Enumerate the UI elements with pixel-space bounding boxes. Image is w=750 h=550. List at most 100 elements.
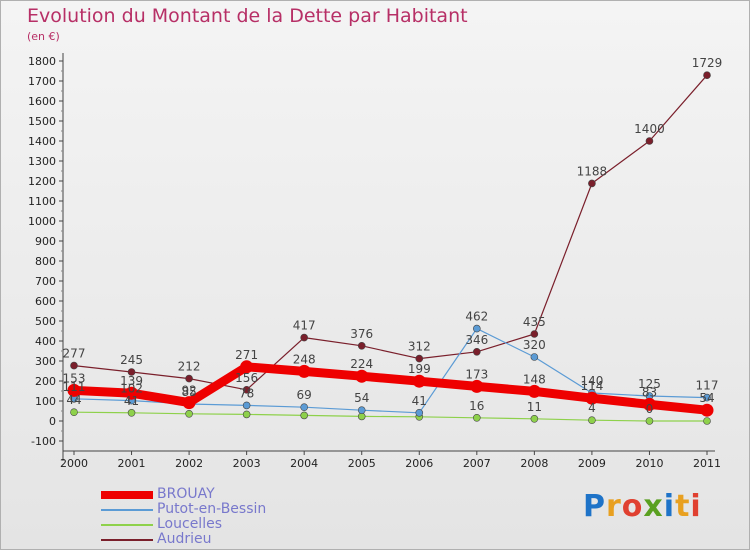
point-audrieu (70, 361, 78, 370)
point-brouay (125, 386, 139, 400)
x-tick-label: 2011 (693, 457, 721, 470)
data-label-brouay: 92 (181, 384, 196, 398)
data-label-audrieu: 376 (350, 327, 373, 341)
data-label-audrieu: 156 (235, 371, 258, 385)
y-tick-label: 100 (35, 395, 56, 408)
data-label-putot-en-bessin: 78 (239, 386, 254, 400)
point-audrieu (645, 137, 654, 145)
data-label-audrieu: 435 (523, 315, 546, 329)
data-label-audrieu: 312 (408, 340, 431, 354)
point-brouay (355, 369, 369, 383)
point-loucelles (645, 417, 654, 425)
point-audrieu (300, 333, 308, 342)
proxiti-logo-letter: i (690, 489, 702, 524)
point-loucelles (70, 408, 78, 417)
data-label-brouay: 139 (120, 374, 143, 388)
point-brouay (585, 391, 599, 405)
x-tick-label: 2006 (405, 457, 433, 470)
proxiti-logo-letter: t (675, 489, 691, 524)
data-label-putot-en-bessin: 117 (696, 379, 719, 393)
series-line-brouay (69, 362, 712, 415)
y-tick-label: 1600 (28, 95, 56, 108)
y-tick-label: 1300 (28, 155, 56, 168)
x-tick-label: 2000 (60, 457, 88, 470)
data-label-putot-en-bessin: 85 (181, 385, 196, 399)
y-tick-label: 1400 (28, 135, 56, 148)
point-audrieu (473, 347, 481, 356)
legend-swatch-loucelles (101, 524, 153, 526)
point-putot-en-bessin (703, 393, 711, 402)
point-brouay (700, 403, 714, 417)
point-putot-en-bessin (530, 353, 539, 361)
point-loucelles (473, 413, 481, 422)
data-label-putot-en-bessin: 111 (63, 380, 86, 394)
point-audrieu (127, 368, 136, 376)
x-tick-label: 2004 (290, 457, 318, 470)
data-label-brouay: 114 (580, 379, 603, 393)
data-label-loucelles: 11 (527, 400, 542, 414)
point-audrieu (357, 341, 366, 350)
y-tick-label: 1100 (28, 195, 56, 208)
data-label-putot-en-bessin: 462 (465, 310, 488, 324)
y-tick-label: 300 (35, 355, 56, 368)
data-label-brouay: 248 (293, 352, 316, 366)
data-label-loucelles: 44 (66, 393, 81, 407)
data-label-brouay: 199 (408, 362, 431, 376)
data-label-brouay: 148 (523, 372, 546, 386)
x-tick-label: 2005 (348, 457, 376, 470)
data-label-brouay: 224 (350, 357, 373, 371)
proxiti-logo-letter: o (621, 489, 644, 524)
x-tick-label: 2008 (520, 457, 548, 470)
data-label-audrieu: 277 (63, 347, 86, 361)
data-label-audrieu: 1729 (692, 56, 723, 70)
point-loucelles (185, 409, 193, 418)
legend-label-audrieu: Audrieu (157, 531, 212, 547)
data-label-brouay: 83 (642, 385, 657, 399)
point-brouay (527, 384, 541, 398)
x-tick-label: 2003 (233, 457, 261, 470)
proxiti-logo-letter: r (606, 489, 622, 524)
data-label-loucelles: 0 (646, 402, 654, 416)
y-tick-label: 1800 (28, 55, 56, 68)
point-putot-en-bessin (415, 408, 424, 417)
point-loucelles (300, 411, 308, 420)
y-tick-label: 0 (49, 415, 56, 428)
data-label-brouay: 271 (235, 348, 258, 362)
y-tick-label: 700 (35, 275, 56, 288)
proxiti-logo-letter: i (663, 489, 676, 524)
point-putot-en-bessin (300, 403, 308, 412)
point-brouay (642, 397, 656, 411)
y-tick-label: 1200 (28, 175, 56, 188)
point-audrieu (588, 179, 596, 188)
proxiti-logo-letter: P (583, 489, 606, 524)
point-loucelles (242, 410, 251, 419)
point-putot-en-bessin (473, 324, 481, 333)
proxiti-logo: Proxiti (583, 489, 702, 524)
y-tick-label: 1000 (28, 215, 56, 228)
x-tick-label: 2001 (118, 457, 146, 470)
point-brouay (67, 383, 81, 397)
data-label-audrieu: 346 (465, 333, 488, 347)
legend-label-loucelles: Loucelles (157, 516, 222, 532)
point-audrieu (703, 71, 711, 79)
point-brouay (297, 364, 311, 378)
x-tick-label: 2009 (578, 457, 606, 470)
y-tick-label: 800 (35, 255, 56, 268)
point-loucelles (530, 414, 539, 423)
data-label-brouay: 54 (699, 391, 714, 405)
data-label-brouay: 173 (465, 367, 488, 381)
legend-swatch-putot-en-bessin (101, 509, 153, 511)
y-tick-label: -100 (31, 435, 56, 448)
series-line-audrieu (73, 74, 708, 391)
y-tick-label: 200 (35, 375, 56, 388)
point-loucelles (127, 408, 136, 417)
data-label-putot-en-bessin: 125 (638, 377, 661, 391)
point-loucelles (588, 416, 596, 425)
y-tick-label: 1500 (28, 115, 56, 128)
point-brouay (470, 379, 484, 393)
y-tick-label: 400 (35, 335, 56, 348)
data-label-putot-en-bessin: 41 (412, 394, 427, 408)
data-label-audrieu: 212 (178, 360, 201, 374)
x-tick-label: 2002 (175, 457, 203, 470)
data-label-putot-en-bessin: 69 (297, 388, 312, 402)
